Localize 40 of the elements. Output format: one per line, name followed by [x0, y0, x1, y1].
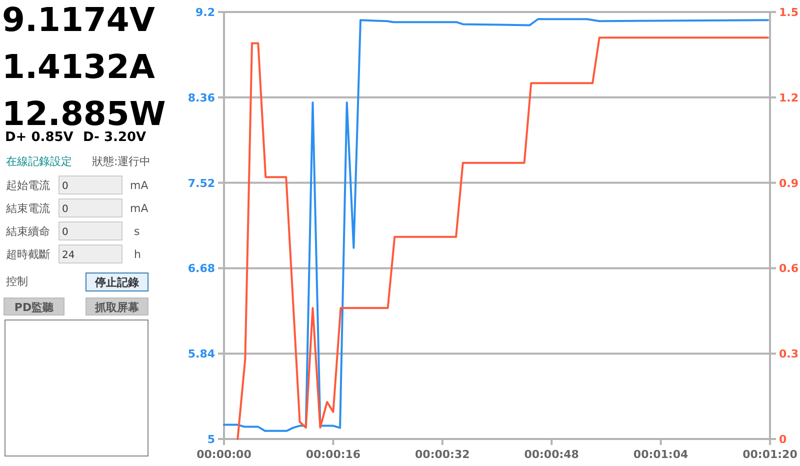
text: D+ 0.85V — [5, 130, 74, 145]
text: 0 — [62, 227, 68, 238]
y-tick-label: 7.52 — [188, 176, 215, 190]
text: 0 — [62, 204, 68, 215]
y-tick-label: 5 — [207, 433, 215, 446]
y-tick-label: 5.84 — [188, 348, 216, 361]
text: 結束續命 — [5, 225, 50, 238]
text: s — [134, 225, 140, 238]
x-tick-label: 00:01:20 — [742, 448, 798, 461]
y2-tick-label: 0.6 — [779, 262, 799, 276]
y2-tick-label: 1.5 — [779, 6, 798, 19]
text: 狀態:運行中 — [92, 155, 151, 168]
text: 控制 — [6, 275, 28, 288]
text: 在線記錄設定 — [6, 155, 72, 168]
y-tick-label: 8.36 — [188, 91, 216, 104]
y2-tick-label: 1.2 — [779, 91, 798, 104]
x-tick-label: 00:00:00 — [196, 448, 252, 461]
text: h — [134, 248, 141, 261]
text: 起始電流 — [6, 179, 50, 192]
text: 0 — [62, 181, 68, 192]
text: 停止記錄 — [94, 276, 139, 289]
text: 結束電流 — [5, 202, 50, 215]
x-tick-label: 00:00:32 — [415, 448, 470, 461]
y2-tick-label: 0.9 — [779, 176, 798, 190]
text: 超時截斷 — [6, 248, 50, 261]
text: 抓取屏幕 — [94, 301, 140, 314]
text: PD監聽 — [14, 301, 55, 314]
y-tick-label: 9.2 — [196, 6, 215, 19]
text: 24 — [62, 250, 75, 261]
y2-tick-label: 0.3 — [779, 348, 798, 361]
y-tick-label: 6.68 — [188, 262, 215, 276]
text: D- 3.20V — [83, 130, 146, 145]
x-tick-label: 00:01:04 — [633, 448, 688, 461]
x-tick-label: 00:00:16 — [306, 448, 361, 461]
text: mA — [130, 179, 149, 192]
text: 1.4132A — [2, 47, 156, 86]
y2-tick-label: 0 — [779, 433, 787, 446]
text: mA — [130, 202, 149, 215]
x-tick-label: 00:00:48 — [524, 448, 579, 461]
text: 9.1174V — [2, 0, 156, 39]
